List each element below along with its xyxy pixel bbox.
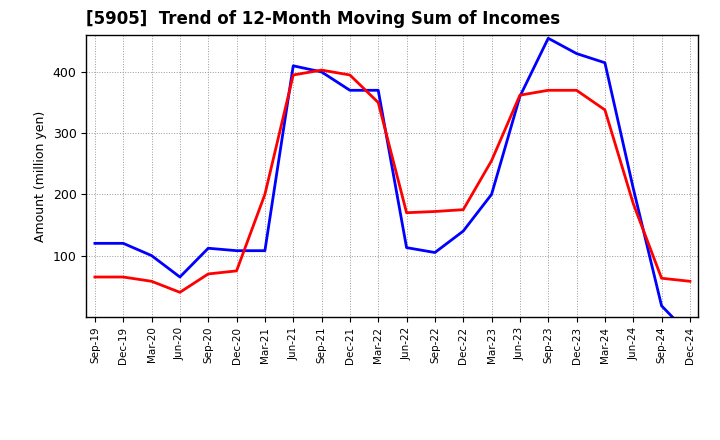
Line: Ordinary Income: Ordinary Income [95,38,690,335]
Net Income [91,275,99,280]
Net Income [204,271,212,277]
Ordinary Income [318,69,326,74]
Ordinary Income [261,248,269,253]
Ordinary Income [204,246,212,251]
Net Income [600,107,609,113]
Ordinary Income [431,250,439,255]
Ordinary Income [346,88,354,93]
Net Income [431,209,439,214]
Net Income [572,88,581,93]
Ordinary Income [459,228,467,234]
Ordinary Income [148,253,156,258]
Net Income [374,100,382,105]
Line: Net Income: Net Income [95,70,690,292]
Net Income [261,192,269,197]
Net Income [148,279,156,284]
Net Income [346,72,354,77]
Net Income [233,268,241,274]
Net Income [176,290,184,295]
Ordinary Income [600,60,609,66]
Net Income [685,279,694,284]
Ordinary Income [516,94,524,99]
Ordinary Income [91,241,99,246]
Net Income [402,210,411,215]
Ordinary Income [119,241,127,246]
Net Income [629,201,637,206]
Ordinary Income [544,36,552,41]
Ordinary Income [374,88,382,93]
Ordinary Income [572,51,581,56]
Net Income [289,72,297,77]
Ordinary Income [657,303,666,308]
Ordinary Income [233,248,241,253]
Net Income [657,275,666,281]
Ordinary Income [402,245,411,250]
Net Income [318,67,326,73]
Ordinary Income [629,186,637,191]
Net Income [487,158,496,163]
Net Income [516,92,524,98]
Ordinary Income [685,333,694,338]
Ordinary Income [176,275,184,280]
Net Income [459,207,467,213]
Ordinary Income [289,63,297,69]
Ordinary Income [487,192,496,197]
Text: [5905]  Trend of 12-Month Moving Sum of Incomes: [5905] Trend of 12-Month Moving Sum of I… [86,10,561,28]
Y-axis label: Amount (million yen): Amount (million yen) [35,110,48,242]
Net Income [119,275,127,280]
Net Income [544,88,552,93]
